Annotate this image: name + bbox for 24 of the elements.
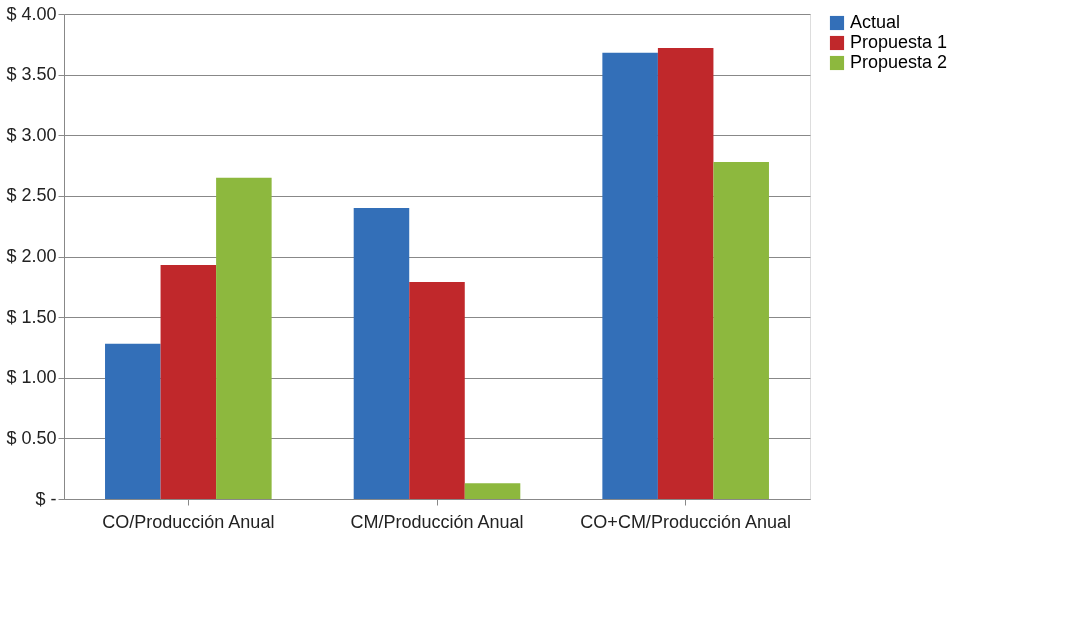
y-tick-label: $ 1.50 <box>6 306 57 327</box>
legend-label: Propuesta 2 <box>850 52 948 72</box>
y-tick-label: $ 4.00 <box>6 3 57 24</box>
bar <box>713 161 769 499</box>
y-tick-label: $ 3.50 <box>6 64 57 85</box>
bar <box>105 343 161 499</box>
y-tick-label: $ 3.00 <box>6 124 57 145</box>
bar <box>602 52 658 499</box>
bar <box>464 483 521 499</box>
x-tick-label: CM/Producción Anual <box>350 511 524 532</box>
legend-label: Propuesta 1 <box>850 32 948 52</box>
x-tick-label: CO+CM/Producción Anual <box>580 511 791 532</box>
legend-label: Actual <box>850 12 901 32</box>
y-tick-label: $ 2.00 <box>6 246 57 266</box>
y-tick-label: $ 0.50 <box>6 427 57 448</box>
bar <box>160 264 217 499</box>
y-tick-label: $ 2.50 <box>6 185 57 206</box>
bar <box>657 47 714 499</box>
y-tick-label: $ - <box>35 488 57 509</box>
bar <box>216 177 272 499</box>
y-tick-label: $ 1.00 <box>6 367 57 388</box>
x-tick-label: CO/Producción Anual <box>102 511 275 532</box>
bar <box>409 281 465 499</box>
bar <box>353 208 410 499</box>
